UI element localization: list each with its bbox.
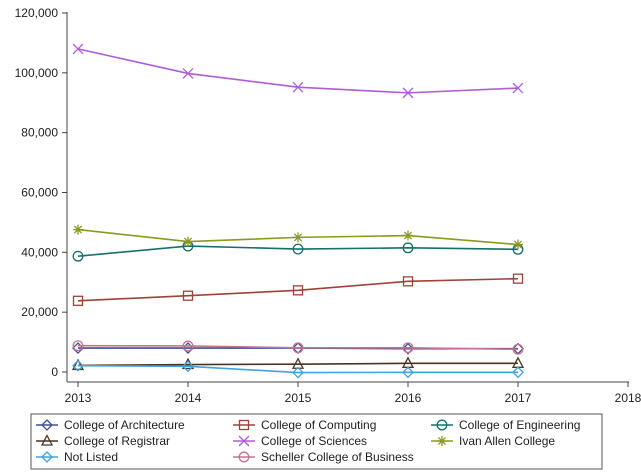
- data-point: [182, 340, 194, 352]
- data-point: [512, 343, 524, 355]
- chart-axes: 0 20,000 40,000 60,000 80,000 100,000 120,000 2…: [15, 6, 641, 405]
- legend-label: Scheller College of Business: [261, 450, 414, 464]
- series-college-of-sciences: [72, 43, 524, 99]
- legend-item: College of Sciences: [233, 434, 367, 448]
- y-tick-label: 60,000: [21, 186, 58, 200]
- data-point: [182, 290, 194, 301]
- legend-label: College of Sciences: [261, 434, 367, 448]
- data-point: [402, 366, 414, 379]
- data-point: [182, 67, 194, 79]
- legend-swatch-marker: [238, 451, 250, 463]
- x-tick-label: 2016: [395, 391, 422, 405]
- legend-swatch-marker: [41, 451, 53, 463]
- x-tick-label: 2014: [175, 391, 202, 405]
- series-not-listed: [72, 359, 524, 379]
- data-point: [182, 360, 194, 373]
- data-point: [402, 87, 414, 99]
- series-line: [77, 364, 518, 374]
- series-college-of-engineering: [72, 240, 524, 262]
- legend-item: College of Architecture: [36, 418, 185, 432]
- series-line: [77, 245, 519, 258]
- x-tick-label: 2018: [615, 391, 641, 405]
- legend-label: College of Engineering: [459, 418, 580, 432]
- chart-series-layer: [71, 43, 525, 379]
- series-line: [77, 362, 518, 367]
- legend-swatch-marker: [41, 419, 53, 431]
- legend-item: Not Listed: [36, 450, 118, 464]
- legend-label: Ivan Allen College: [459, 434, 555, 448]
- data-point: [512, 273, 524, 284]
- x-tick-label: 2013: [65, 391, 92, 405]
- y-tick-label: 20,000: [21, 305, 58, 319]
- legend-swatch-marker: [436, 419, 448, 431]
- legend-swatch-marker: [437, 436, 447, 446]
- y-tick-label: 40,000: [21, 245, 58, 259]
- data-point: [513, 239, 523, 250]
- series-line: [77, 344, 519, 351]
- data-point: [512, 366, 524, 379]
- data-point: [292, 366, 304, 379]
- y-tick-label: 0: [51, 365, 58, 379]
- legend-frame: [30, 413, 603, 470]
- data-point: [72, 250, 84, 262]
- legend-swatch-marker: [40, 434, 54, 446]
- data-point: [183, 236, 193, 247]
- data-point: [292, 81, 304, 93]
- data-point: [72, 43, 84, 55]
- data-point: [292, 285, 304, 296]
- x-tick-label: 2015: [285, 391, 312, 405]
- legend-swatch-marker: [238, 435, 250, 447]
- legend-item: Ivan Allen College: [431, 434, 555, 448]
- data-point: [403, 230, 413, 241]
- legend-swatch-marker: [238, 419, 250, 431]
- data-point: [293, 232, 303, 243]
- data-point: [71, 358, 85, 371]
- data-point: [512, 82, 524, 94]
- legend-item: College of Engineering: [431, 418, 580, 432]
- data-point: [72, 295, 84, 306]
- data-point: [72, 359, 84, 372]
- legend-item: College of Computing: [233, 418, 376, 432]
- chart-legend: College of Architecture College of Comput…: [30, 413, 603, 470]
- legend-label: College of Computing: [261, 418, 376, 432]
- series-college-of-computing: [72, 273, 524, 306]
- y-tick-label: 80,000: [21, 126, 58, 140]
- series-scheller-college-of-business: [72, 340, 524, 355]
- data-point: [73, 224, 83, 235]
- y-tick-label: 100,000: [15, 66, 59, 80]
- legend-item: College of Registrar: [36, 434, 170, 448]
- series-ivan-allen-college: [73, 224, 523, 250]
- legend-label: College of Registrar: [64, 434, 170, 448]
- data-point: [402, 276, 414, 287]
- legend-label: Not Listed: [64, 450, 118, 464]
- data-point: [72, 340, 84, 352]
- data-point: [292, 243, 304, 255]
- x-tick-label: 2017: [505, 391, 532, 405]
- data-point: [402, 342, 414, 354]
- y-tick-label: 120,000: [15, 6, 59, 20]
- series-line: [77, 277, 519, 302]
- data-point: [292, 342, 304, 354]
- legend-label: College of Architecture: [64, 418, 185, 432]
- legend-item: Scheller College of Business: [233, 450, 414, 464]
- data-point: [402, 242, 414, 254]
